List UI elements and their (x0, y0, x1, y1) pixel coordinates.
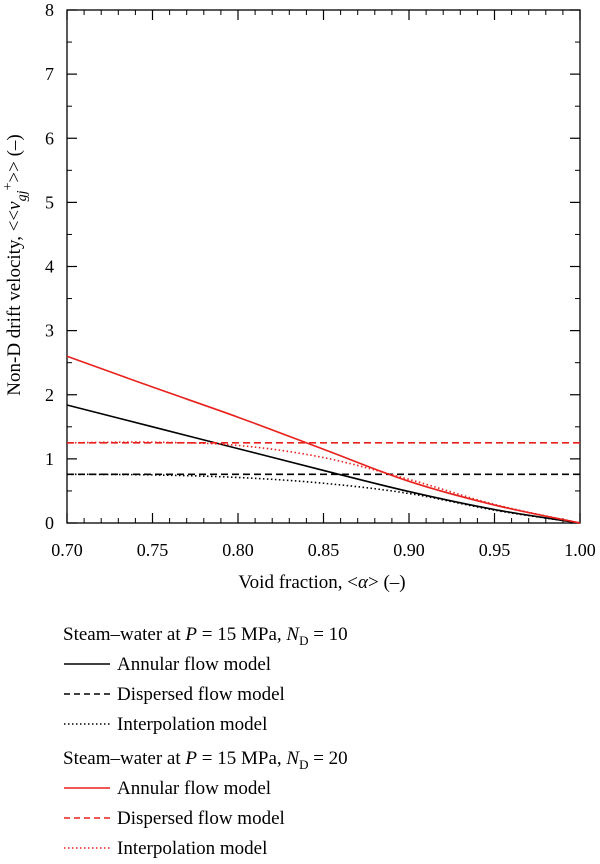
legend-label-dispersed-nd20: Dispersed flow model (117, 808, 285, 830)
x-tick-label: 0.80 (222, 540, 254, 560)
legend-swatch-interpolation-nd10 (64, 724, 110, 726)
legend-group1-suffix: = 10 (308, 624, 347, 645)
legend-group1-p: P (185, 624, 197, 645)
x-tick-label: 0.90 (393, 540, 425, 560)
legend-group2-n: N (286, 748, 299, 769)
legend: Steam–water at P = 15 MPa, ND = 10 Annul… (63, 620, 583, 864)
x-axis-label: Void fraction, <α> (–) (238, 572, 405, 593)
legend-group1-n: N (286, 624, 299, 645)
legend-label-annular-nd10: Annular flow model (117, 654, 271, 676)
legend-swatch-interpolation-nd20 (64, 848, 110, 850)
legend-group2-mid: = 15 MPa, (197, 748, 286, 769)
legend-swatch-annular-nd20 (64, 788, 110, 790)
plot-frame (67, 10, 580, 523)
svg-text:Non-D drift velocity, <<vgj+>>: Non-D drift velocity, <<vgj+>> (–) (1, 134, 30, 395)
legend-label-dispersed-nd10: Dispersed flow model (117, 684, 285, 706)
legend-swatch-annular-nd10 (64, 664, 110, 666)
legend-swatch-dispersed-nd10 (64, 694, 110, 696)
legend-item-annular-nd20: Annular flow model (63, 774, 583, 804)
y-tick-label: 8 (45, 0, 54, 20)
y-tick-label: 0 (45, 513, 54, 533)
legend-group1-mid: = 15 MPa, (197, 624, 286, 645)
y-tick-label: 6 (45, 128, 54, 148)
series-line-solid-nd20 (67, 356, 580, 523)
legend-label-annular-nd20: Annular flow model (117, 778, 271, 800)
legend-group-title-nd20: Steam–water at P = 15 MPa, ND = 20 (63, 744, 583, 774)
chart-area: Non-D drift velocity, <<vgj+>> (–) Void … (0, 0, 600, 600)
legend-group1-prefix: Steam–water at (63, 624, 185, 645)
x-tick-label: 1.00 (564, 540, 596, 560)
legend-item-interpolation-nd10: Interpolation model (63, 710, 583, 740)
y-axis-label: Non-D drift velocity, <<vgj+>> (–) (1, 134, 30, 395)
y-tick-label: 3 (45, 321, 54, 341)
y-tick-label: 2 (45, 385, 54, 405)
legend-group2-suffix: = 20 (308, 748, 347, 769)
legend-group-title-nd10: Steam–water at P = 15 MPa, ND = 10 (63, 620, 583, 650)
x-tick-label: 0.95 (479, 540, 511, 560)
y-tick-label: 7 (45, 64, 54, 84)
legend-group2-p: P (185, 748, 197, 769)
x-tick-label: 0.85 (308, 540, 340, 560)
legend-item-dispersed-nd10: Dispersed flow model (63, 680, 583, 710)
legend-item-annular-nd10: Annular flow model (63, 650, 583, 680)
series-line-solid-nd10 (67, 405, 580, 523)
x-tick-label: 0.70 (51, 540, 83, 560)
legend-item-interpolation-nd20: Interpolation model (63, 834, 583, 864)
y-tick-label: 1 (45, 449, 54, 469)
y-tick-label: 4 (45, 257, 54, 277)
legend-swatch-dispersed-nd20 (64, 818, 110, 820)
legend-label-interpolation-nd20: Interpolation model (117, 838, 267, 860)
legend-item-dispersed-nd20: Dispersed flow model (63, 804, 583, 834)
legend-label-interpolation-nd10: Interpolation model (117, 714, 267, 736)
legend-group2-prefix: Steam–water at (63, 748, 185, 769)
x-tick-label: 0.75 (137, 540, 169, 560)
y-tick-label: 5 (45, 192, 54, 212)
